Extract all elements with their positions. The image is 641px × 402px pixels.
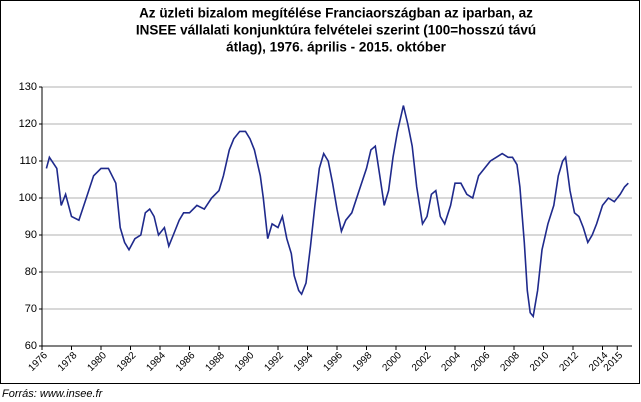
y-tick-label: 120 (19, 118, 37, 130)
y-tick-label: 70 (25, 303, 37, 315)
chart-title: átlag), 1976. április - 2015. október (226, 40, 447, 55)
y-tick-label: 80 (25, 266, 37, 278)
chart-title: INSEE vállalati konjunktúra felvételei s… (136, 23, 536, 38)
source-note: Forrás: www.insee.fr (2, 388, 104, 400)
y-tick-label: 100 (19, 192, 37, 204)
chart-border (0, 0, 640, 384)
y-tick-label: 130 (19, 81, 37, 93)
data-line (45, 105, 629, 319)
chart-title: Az üzleti bizalom megítélése Franciaorsz… (139, 6, 533, 21)
y-tick-label: 110 (19, 155, 37, 167)
y-tick-label: 60 (25, 340, 37, 352)
y-tick-label: 90 (25, 229, 37, 241)
